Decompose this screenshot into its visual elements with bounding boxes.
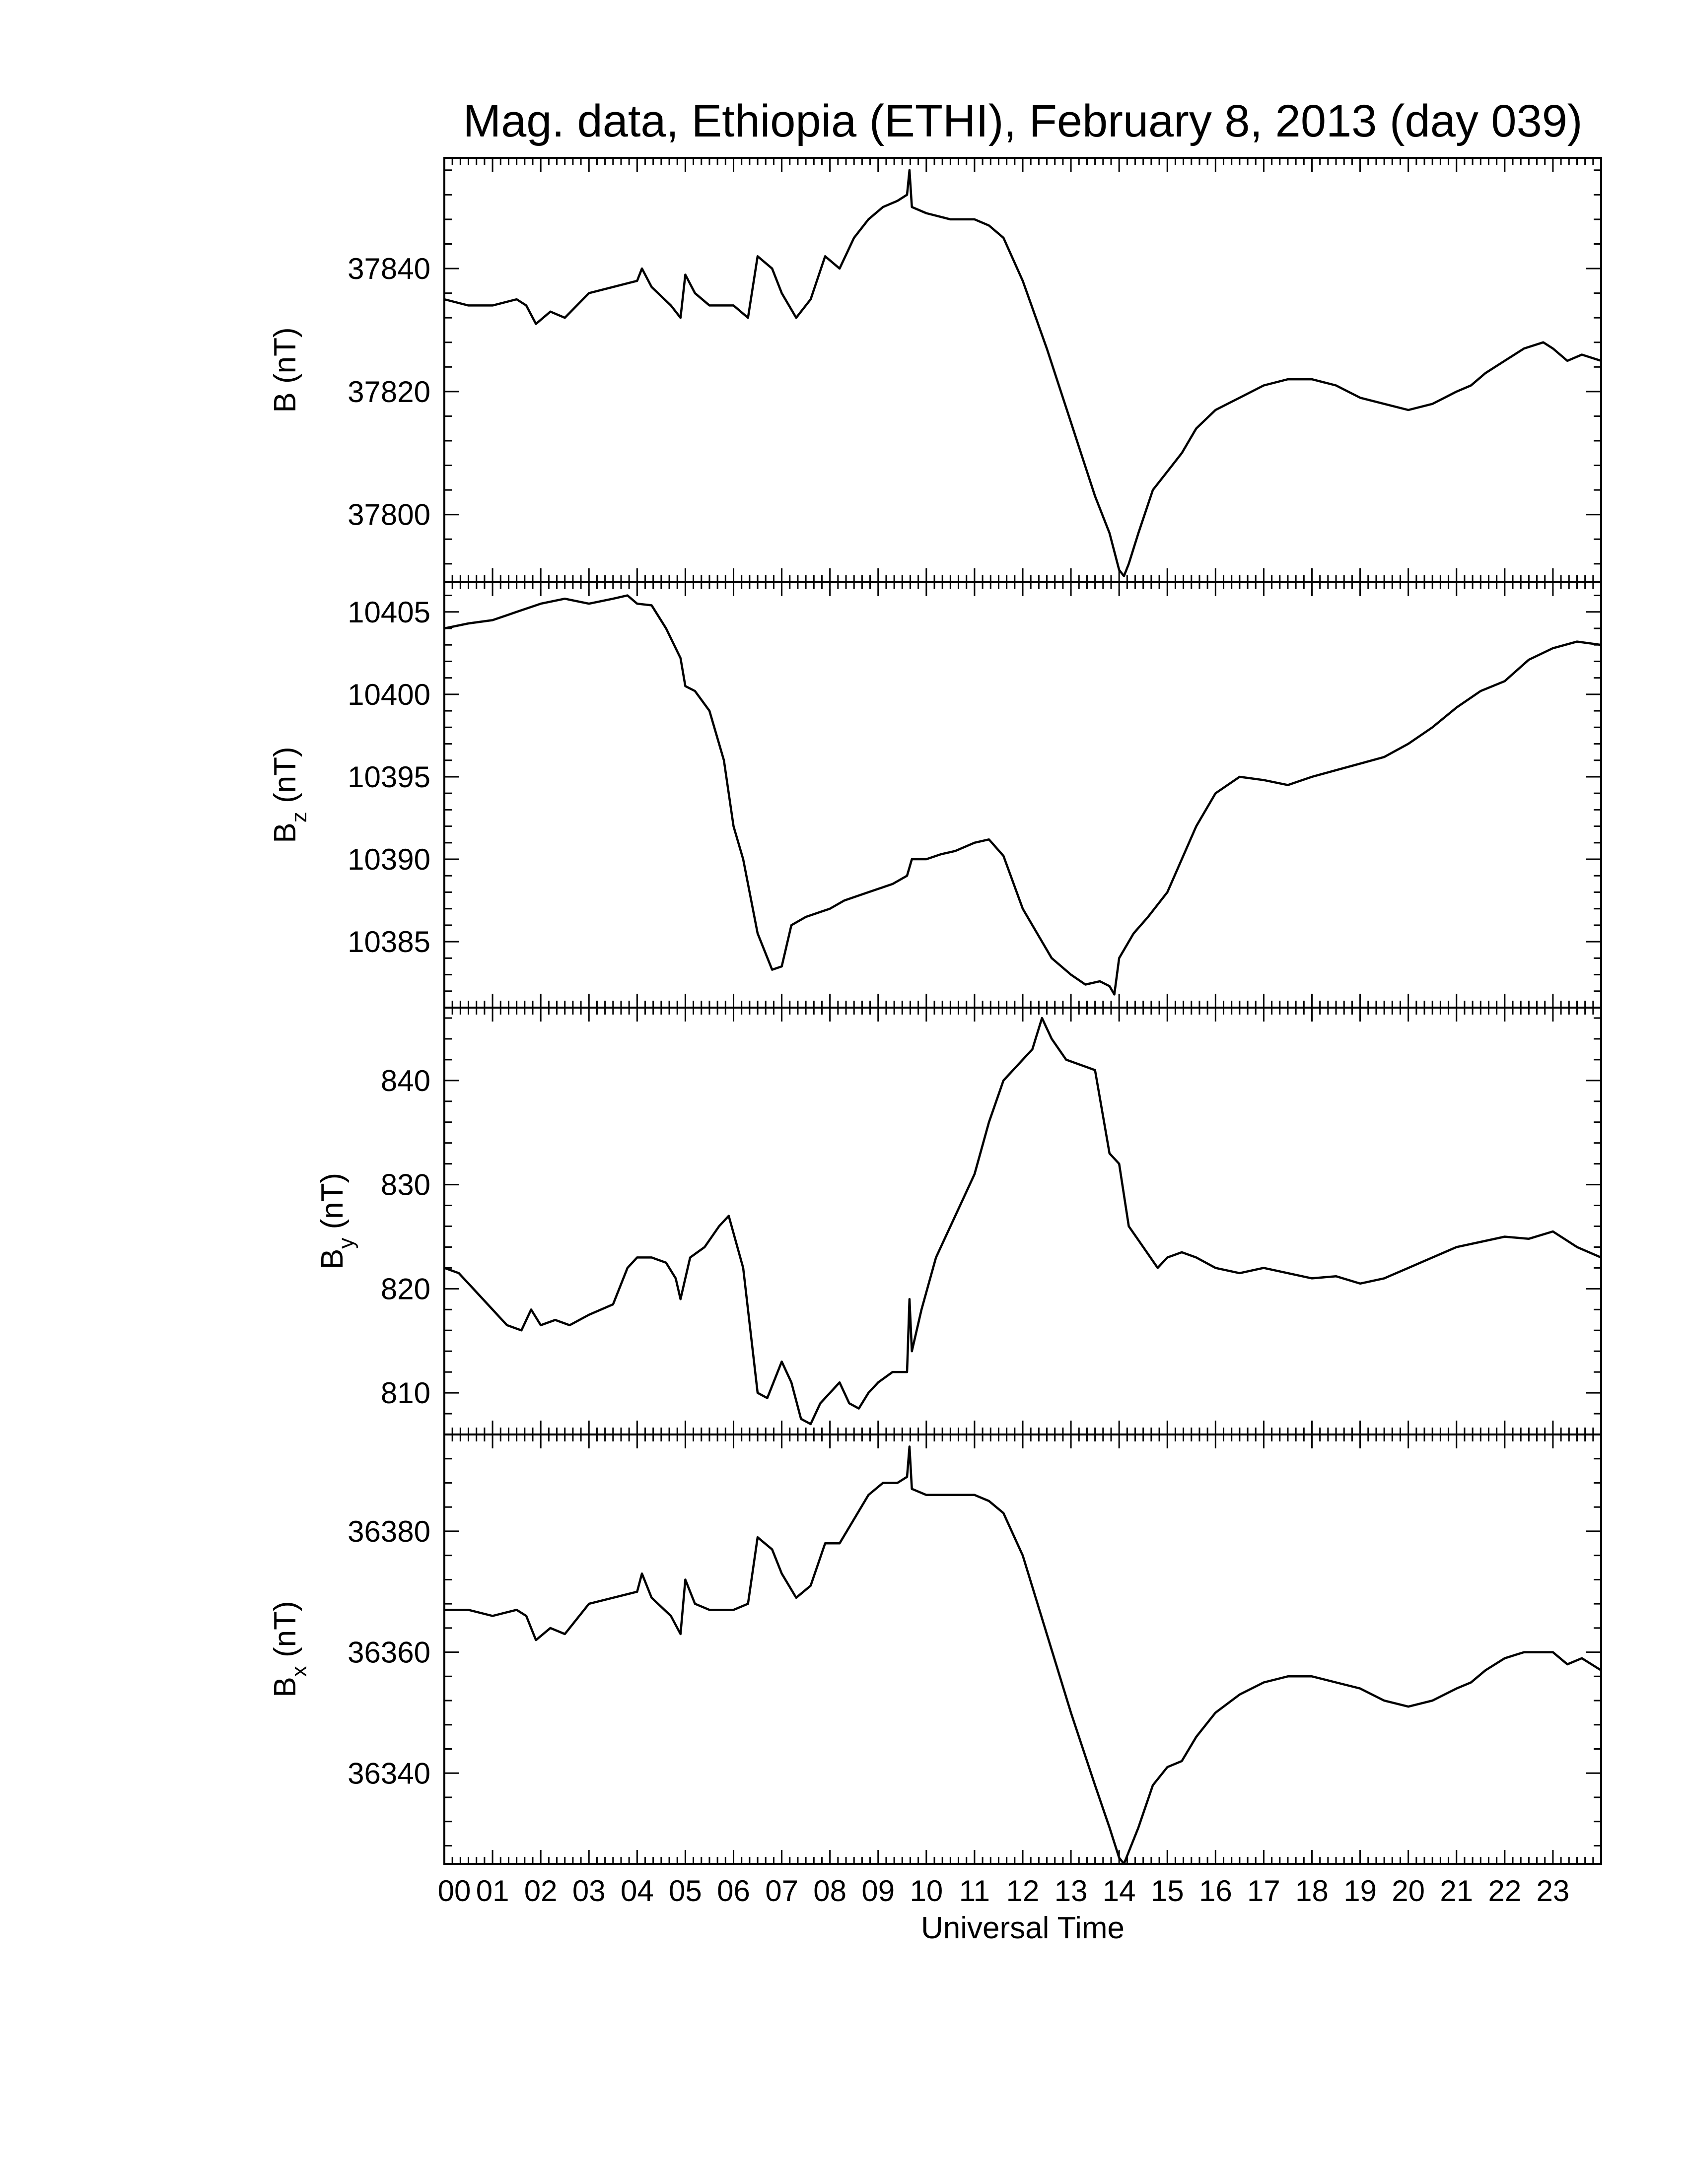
- y-axis-label-Bx: Bx (nT): [268, 1601, 311, 1697]
- panel-Bz-frame: [443, 581, 1602, 1009]
- x-tick-label: 11: [959, 1874, 990, 1908]
- y-axis-label-unit: (nT): [315, 1173, 350, 1238]
- x-tick-label: 04: [621, 1874, 654, 1908]
- x-tick-label: 01: [476, 1874, 509, 1908]
- y-axis-label-unit: (nT): [268, 747, 302, 812]
- series-line-By: [444, 1017, 1602, 1426]
- x-tick-label: 03: [572, 1874, 606, 1908]
- y-tick-label: 37800: [348, 498, 430, 532]
- chart-title: Mag. data, Ethiopia (ETHI), February 8, …: [463, 96, 1582, 146]
- y-axis-label-symbol: B: [268, 392, 302, 412]
- y-tick-label: 830: [381, 1168, 430, 1202]
- x-tick-label: 09: [861, 1874, 895, 1908]
- x-tick-label: 06: [717, 1874, 750, 1908]
- x-tick-label: 20: [1392, 1874, 1425, 1908]
- x-tick-label: 17: [1247, 1874, 1280, 1908]
- x-tick-label: 15: [1151, 1874, 1184, 1908]
- y-axis-label-unit: (nT): [268, 327, 302, 392]
- x-tick-label: 23: [1537, 1874, 1570, 1908]
- y-axis-label-symbol: B: [268, 1677, 302, 1697]
- series-line-B: [444, 169, 1602, 577]
- x-axis: 00 01 02 03 04 05 06 07 08 09 10 11 12 13 14 15 16 17 18 19…: [438, 1874, 1570, 1908]
- series-line-Bx: [444, 1445, 1602, 1865]
- x-tick-label: 16: [1199, 1874, 1232, 1908]
- x-tick-label: 00: [438, 1874, 471, 1908]
- panel-B-frame: [443, 157, 1602, 583]
- y-axis-label-B: B (nT): [268, 327, 302, 412]
- y-tick-label: 10400: [348, 678, 430, 711]
- y-tick-label: 36380: [348, 1515, 430, 1548]
- x-axis-label: Universal Time: [921, 1911, 1125, 1945]
- x-tick-label: 18: [1295, 1874, 1329, 1908]
- y-axis-label-unit: (nT): [268, 1601, 302, 1666]
- panel-Bx-frame: [443, 1433, 1602, 1865]
- x-tick-label: 05: [669, 1874, 702, 1908]
- x-tick-label: 10: [910, 1874, 943, 1908]
- x-tick-label: 21: [1440, 1874, 1473, 1908]
- x-tick-label: 02: [524, 1874, 558, 1908]
- x-tick-label: 19: [1343, 1874, 1377, 1908]
- y-tick-label: 820: [381, 1272, 430, 1305]
- y-axis-label-subscript: x: [287, 1666, 311, 1677]
- y-axis-label-Bz: Bz (nT): [268, 747, 311, 843]
- panel-B: 37800 37820 37840 B (nT): [268, 157, 1602, 583]
- y-axis-label-By: By (nT): [315, 1173, 358, 1269]
- y-axis-label-subscript: z: [287, 812, 311, 822]
- y-axis-label-symbol: B: [268, 822, 302, 843]
- x-tick-label: 13: [1055, 1874, 1088, 1908]
- y-tick-label: 810: [381, 1376, 430, 1410]
- y-tick-label: 37840: [348, 252, 430, 285]
- y-tick-label: 36360: [348, 1636, 430, 1669]
- x-tick-label: 07: [765, 1874, 798, 1908]
- y-tick-label: 10395: [348, 760, 430, 794]
- y-axis-label-subscript: y: [334, 1238, 358, 1249]
- panel-By: 810 820 830 840 By (nT): [315, 1007, 1602, 1435]
- panels: 37800 37820 37840 B (nT) 10385 10390 10395 1040…: [268, 157, 1602, 1865]
- x-tick-label: 22: [1488, 1874, 1521, 1908]
- y-tick-label: 10385: [348, 925, 430, 958]
- x-tick-label: 14: [1103, 1874, 1136, 1908]
- y-tick-label: 36340: [348, 1757, 430, 1790]
- panel-Bx: 36340 36360 36380 Bx (nT): [268, 1433, 1602, 1865]
- series-line-Bz: [444, 594, 1602, 996]
- x-tick-label: 12: [1006, 1874, 1040, 1908]
- y-tick-label: 10405: [348, 596, 430, 629]
- y-tick-label: 840: [381, 1064, 430, 1097]
- y-axis-label-symbol: B: [315, 1249, 350, 1269]
- y-tick-label: 37820: [348, 375, 430, 409]
- panel-By-frame: [443, 1007, 1602, 1435]
- y-tick-label: 10390: [348, 843, 430, 876]
- x-tick-label: 08: [813, 1874, 846, 1908]
- panel-Bz: 10385 10390 10395 10400 10405 Bz (nT): [268, 581, 1602, 1009]
